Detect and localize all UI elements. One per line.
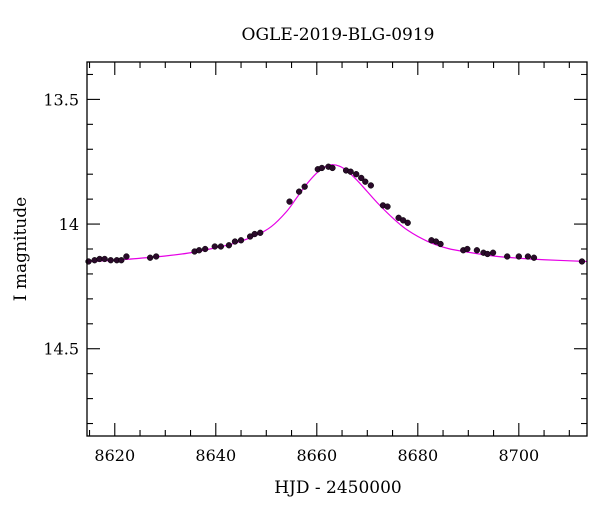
axis-ticks — [87, 62, 587, 436]
data-point — [101, 255, 108, 263]
model-curve — [86, 164, 588, 263]
data-point — [231, 238, 239, 245]
tick-labels: 8620 8640 8660 8680 8700 13.5 14 14.5 — [43, 90, 539, 465]
data-point — [404, 219, 411, 226]
data-point — [257, 229, 264, 236]
chart-title: OGLE-2019-BLG-0919 — [242, 25, 435, 45]
x-tick-label: 8640 — [195, 446, 236, 465]
data-point — [251, 230, 258, 238]
data-point — [524, 253, 532, 260]
data-point — [530, 254, 538, 261]
y-tick-label: 13.5 — [43, 90, 79, 109]
data-point — [329, 164, 336, 172]
data-point — [123, 253, 130, 260]
plot-frame — [86, 61, 588, 437]
data-point — [217, 243, 224, 250]
data-point — [489, 249, 497, 256]
data-point — [295, 188, 303, 195]
data-point — [384, 203, 391, 210]
data-point — [504, 253, 511, 260]
data-point — [286, 198, 293, 205]
data-point — [358, 174, 365, 182]
data-point — [118, 257, 125, 264]
data-point — [353, 171, 360, 178]
data-point — [107, 257, 114, 264]
data-point — [318, 164, 325, 172]
data-point — [347, 168, 354, 175]
x-tick-label: 8620 — [94, 446, 135, 465]
data-point — [153, 253, 160, 260]
data-point — [202, 245, 209, 253]
x-tick-label: 8680 — [397, 446, 438, 465]
data-point — [484, 250, 491, 258]
data-point — [211, 243, 218, 250]
model-curve-layer — [86, 164, 588, 263]
data-point — [225, 242, 233, 249]
data-point — [437, 240, 444, 248]
data-point — [464, 245, 471, 253]
data-point — [301, 183, 308, 190]
y-axis-label: I magnitude — [11, 197, 31, 301]
data-point — [515, 253, 522, 260]
data-points — [85, 163, 586, 265]
x-tick-label: 8700 — [498, 446, 539, 465]
y-tick-label: 14.5 — [43, 340, 79, 359]
data-point — [367, 182, 374, 189]
data-point — [237, 237, 245, 244]
data-point — [578, 258, 586, 265]
data-point — [195, 247, 203, 254]
x-tick-label: 8660 — [296, 446, 337, 465]
y-tick-label: 14 — [59, 215, 79, 234]
data-point — [146, 254, 154, 261]
x-axis-label: HJD - 2450000 — [274, 478, 402, 498]
data-point — [362, 178, 369, 185]
data-point — [473, 247, 481, 254]
